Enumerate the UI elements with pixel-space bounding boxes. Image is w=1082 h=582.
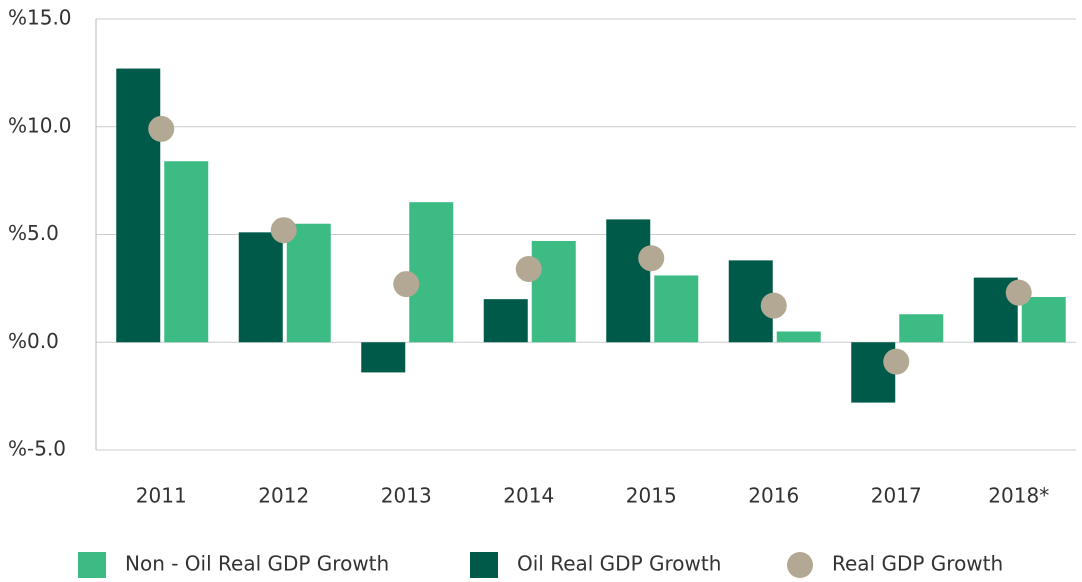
legend-swatch [78, 552, 106, 578]
legend-label: Real GDP Growth [832, 552, 1003, 576]
dot [638, 245, 665, 272]
dot [393, 271, 420, 298]
x-tick-label: 2014 [503, 484, 554, 508]
bar [164, 161, 209, 343]
bar [483, 299, 528, 343]
bar [654, 275, 699, 343]
x-tick-label: 2011 [136, 484, 187, 508]
y-tick-label: %10.0 [8, 113, 72, 137]
bar [409, 202, 454, 343]
y-tick-label: %15.0 [8, 6, 72, 30]
bar [116, 68, 161, 343]
y-tick-label: %0.0 [8, 329, 59, 353]
legend-label: Non - Oil Real GDP Growth [125, 552, 389, 576]
bar [531, 240, 576, 343]
legend-label: Oil Real GDP Growth [517, 552, 721, 576]
x-tick-label: 2013 [381, 484, 432, 508]
dot [270, 217, 297, 244]
x-tick-label: 2017 [871, 484, 922, 508]
y-tick-label: %5.0 [8, 221, 59, 245]
bar [1021, 296, 1066, 343]
dot [148, 115, 175, 142]
dot [515, 255, 542, 282]
x-tick-label: 2015 [626, 484, 677, 508]
y-tick-label: %-5.0 [8, 437, 66, 461]
bar [776, 331, 821, 343]
dot [883, 348, 910, 375]
x-tick-label: 2018* [988, 484, 1049, 508]
legend-swatch [787, 552, 813, 578]
dot [760, 292, 787, 319]
bar [238, 232, 283, 343]
x-tick-label: 2012 [258, 484, 309, 508]
bar [899, 314, 944, 343]
bar [361, 342, 406, 373]
legend-swatch [470, 552, 498, 578]
dot [1005, 279, 1032, 306]
bar [606, 219, 651, 343]
bar [286, 223, 331, 343]
x-tick-label: 2016 [748, 484, 799, 508]
